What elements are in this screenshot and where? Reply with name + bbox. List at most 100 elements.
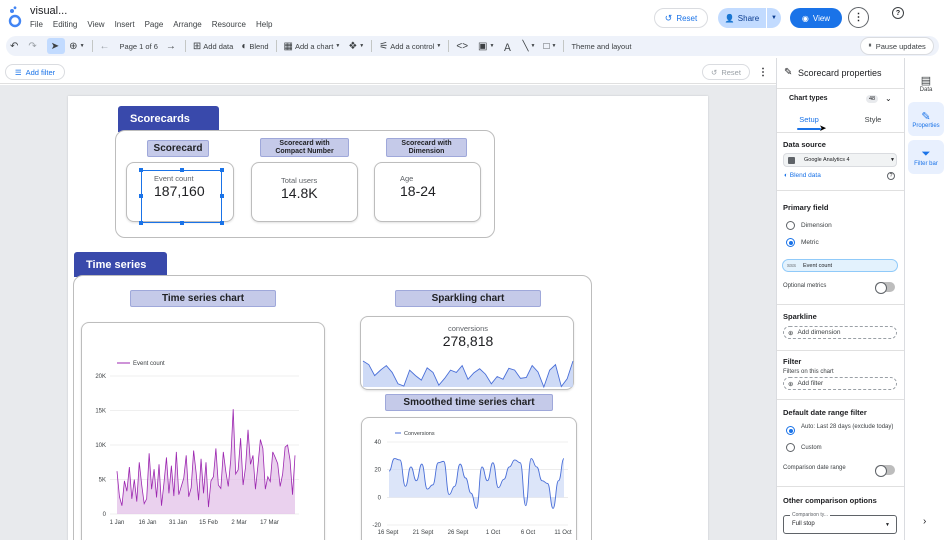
resize-handle[interactable] <box>220 194 224 198</box>
funnel-icon: ⏷ <box>921 147 931 160</box>
text-button[interactable]: Ａ <box>498 38 518 54</box>
help-icon[interactable]: ? <box>887 172 895 180</box>
zoom-button[interactable]: ⊕ ▼ <box>65 38 88 54</box>
undo-button[interactable]: ↶ <box>6 38 24 54</box>
smoothed-timeseries-chart[interactable]: -20 0 20 40 16 Sept 21 Sept 26 Sept 1 Oct 6 Oct 1… <box>362 418 578 540</box>
custom-date-radio[interactable] <box>786 443 795 452</box>
page-selector[interactable]: Page 1 of 6 <box>116 38 162 54</box>
resize-handle[interactable] <box>180 168 184 172</box>
sparkline-card[interactable]: conversions 278,818 <box>360 316 574 390</box>
add-dimension-button[interactable]: ⊕ Add dimension <box>783 326 897 339</box>
scorecard-age[interactable] <box>374 162 481 222</box>
blend-button[interactable]: ◐ Blend <box>237 38 272 54</box>
compact-number-chip[interactable]: Scorecard with Compact Number <box>260 138 349 157</box>
report-page[interactable]: Scorecards Scorecard Scorecard with Comp… <box>68 96 708 540</box>
select-tool-button[interactable]: ➤ <box>46 38 66 54</box>
sparkline-line <box>362 360 574 389</box>
menu-file[interactable]: File <box>30 20 43 29</box>
sparkling-chart-chip[interactable]: Sparkling chart <box>395 290 541 307</box>
report-canvas[interactable]: Scorecards Scorecard Scorecard with Comp… <box>0 85 776 540</box>
smoothed-chart-card[interactable]: -20 0 20 40 16 Sept 21 Sept 26 Sept 1 Oct 6 Oct 1… <box>361 417 577 540</box>
redo-button[interactable]: ↷ <box>24 38 42 54</box>
image-button[interactable]: ▣ ▼ <box>474 38 498 54</box>
tab-setup[interactable]: Setup <box>799 115 819 124</box>
timeseries-chart-card[interactable]: 0 5K 10K 15K 20K 1 Jan 16 Jan 31 Jan 15 Feb 2 Mar… <box>81 322 325 540</box>
dimension-radio[interactable] <box>786 221 795 230</box>
tab-style[interactable]: Style <box>864 115 882 124</box>
help-icon[interactable]: ? <box>892 7 904 19</box>
next-page-button[interactable]: → <box>162 38 182 54</box>
properties-panel-button[interactable]: ✎ Properties <box>908 102 944 136</box>
resize-handle[interactable] <box>180 221 184 225</box>
avatar[interactable] <box>914 7 930 23</box>
metric-radio[interactable] <box>786 238 795 247</box>
share-button[interactable]: 👤 Share <box>718 8 766 28</box>
comparison-date-toggle[interactable] <box>875 465 895 477</box>
metric-field-chip[interactable]: SSS Event count <box>782 259 898 272</box>
custom-date-label: Custom <box>801 445 822 451</box>
theme-layout-button[interactable]: Theme and layout <box>567 38 635 54</box>
add-filter-button[interactable]: ☰ Add filter <box>5 64 65 80</box>
auto-date-radio[interactable] <box>786 426 795 435</box>
chevron-right-icon[interactable]: › <box>923 516 927 527</box>
x-tick-label: 17 Mar <box>260 520 279 526</box>
line-button[interactable]: ╲ ▼ <box>518 38 539 54</box>
community-viz-button[interactable]: ❖ ▼ <box>344 38 368 54</box>
shape-button[interactable]: □ ▼ <box>539 38 560 54</box>
menu-insert[interactable]: Insert <box>114 20 135 29</box>
scorecard-total-users[interactable] <box>251 162 358 222</box>
chart-types-selector[interactable]: Chart types 48 ⌄ <box>777 91 904 109</box>
timeseries-chart-chip[interactable]: Time series chart <box>130 290 276 307</box>
scorecard-event-count[interactable] <box>126 162 234 222</box>
scorecard-chip[interactable]: Scorecard <box>147 140 209 157</box>
filter-heading: Filter <box>783 357 802 366</box>
resize-handle[interactable] <box>220 221 224 225</box>
more-options-button[interactable]: ⋮ <box>848 7 869 28</box>
add-control-button[interactable]: ⚟ Add a control ▼ <box>375 38 445 54</box>
resize-handle[interactable] <box>139 194 143 198</box>
chart-icon: ▦ <box>283 40 293 52</box>
smoothed-chart-chip[interactable]: Smoothed time series chart <box>385 394 553 411</box>
blend-icon: ◐ <box>241 40 248 52</box>
add-chart-button[interactable]: ▦ Add a chart ▼ <box>280 38 345 54</box>
resize-handle[interactable] <box>220 168 224 172</box>
blend-data-button[interactable]: ◐ Blend data <box>784 172 821 179</box>
scorecards-section-header[interactable]: Scorecards <box>118 106 219 132</box>
menu-help[interactable]: Help <box>255 20 273 29</box>
prev-page-button[interactable]: ← <box>96 38 116 54</box>
metric-field-value: Event count <box>803 263 833 269</box>
panel-add-filter-label: Add filter <box>797 380 824 387</box>
resize-handle[interactable] <box>139 168 143 172</box>
timeseries-chart[interactable]: 0 5K 10K 15K 20K 1 Jan 16 Jan 31 Jan 15 Feb 2 Mar… <box>82 323 326 540</box>
filterbar-more-button[interactable]: ⋮ <box>758 66 768 78</box>
menu-arrange[interactable]: Arrange <box>173 20 202 29</box>
metric-label: Metric <box>801 239 819 246</box>
square-icon: □ <box>543 40 550 52</box>
report-title[interactable]: visual... <box>30 5 68 17</box>
menu-resource[interactable]: Resource <box>211 20 246 29</box>
menu-page[interactable]: Page <box>144 20 164 29</box>
scorecard-label: Event count <box>154 174 194 183</box>
filter-bar-panel-button[interactable]: ⏷ Filter bar <box>908 140 944 174</box>
pause-icon: ⏸ <box>868 42 872 49</box>
share-dropdown-button[interactable]: ▼ <box>767 8 781 28</box>
timeseries-section-header[interactable]: Time series <box>74 252 167 277</box>
view-button[interactable]: ◉ View <box>790 8 842 28</box>
menu-view[interactable]: View <box>87 20 105 29</box>
filter-reset-button[interactable]: ↺ Reset <box>702 64 750 80</box>
data-panel-button[interactable]: ▤ Data <box>908 66 944 100</box>
reset-button[interactable]: ↺ Reset <box>654 8 708 28</box>
series-line <box>116 409 296 508</box>
panel-add-filter-button[interactable]: ⊕ Add filter <box>783 377 897 390</box>
chevron-down-icon: ▼ <box>359 43 365 49</box>
metric-type-badge: SSS <box>787 263 797 268</box>
menu-editing[interactable]: Editing <box>52 20 78 29</box>
data-source-select[interactable]: Google Analytics 4 ▼ <box>783 153 897 167</box>
optional-metrics-toggle[interactable] <box>875 282 895 294</box>
pause-updates-button[interactable]: ⏸ Pause updates <box>860 37 934 55</box>
add-data-button[interactable]: ⊞ Add data <box>189 38 237 54</box>
comparison-type-select[interactable]: Comparison ty... Full stop ▼ <box>783 512 897 534</box>
embed-button[interactable]: <> <box>452 38 474 54</box>
resize-handle[interactable] <box>139 221 143 225</box>
dimension-chip[interactable]: Scorecard with Dimension <box>386 138 467 157</box>
